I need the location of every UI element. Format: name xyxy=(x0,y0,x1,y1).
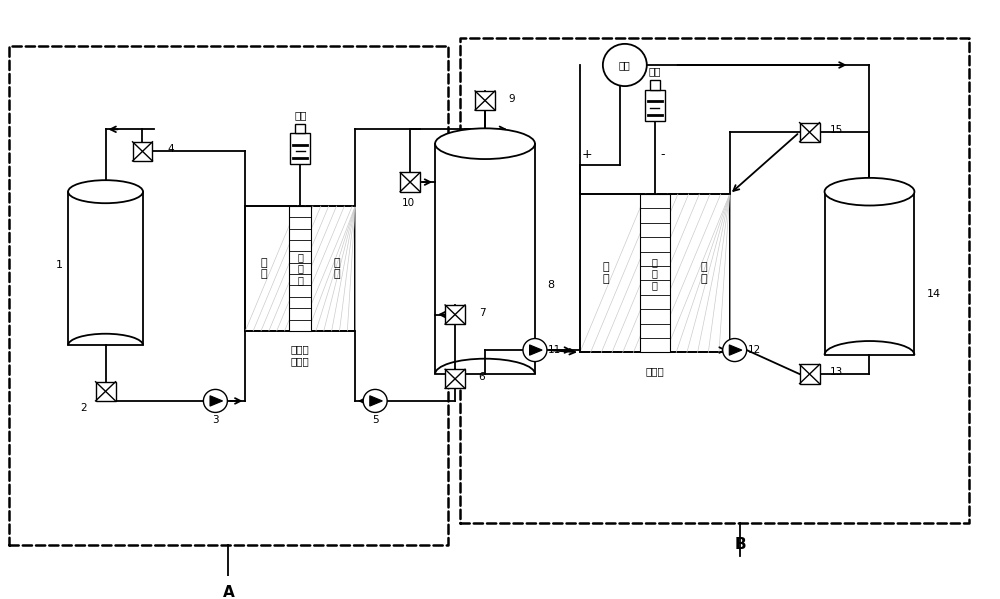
Text: 电源: 电源 xyxy=(649,66,661,77)
Bar xyxy=(645,90,665,120)
Text: B: B xyxy=(734,537,746,552)
Text: 4: 4 xyxy=(167,144,174,155)
Text: 15: 15 xyxy=(830,125,843,135)
Text: 离
子
膜: 离 子 膜 xyxy=(652,257,658,290)
Text: +: + xyxy=(582,147,592,161)
Bar xyxy=(133,142,152,161)
Text: 11: 11 xyxy=(548,345,562,355)
Ellipse shape xyxy=(825,178,914,205)
Bar xyxy=(290,133,310,164)
Text: 10: 10 xyxy=(402,198,415,208)
Bar xyxy=(9,46,448,545)
Polygon shape xyxy=(370,396,382,406)
Text: 3: 3 xyxy=(212,415,219,425)
Bar xyxy=(800,364,820,383)
Bar xyxy=(640,194,670,352)
Text: A: A xyxy=(223,585,234,599)
Bar xyxy=(68,192,143,345)
Polygon shape xyxy=(210,396,223,406)
Text: 负
极: 负 极 xyxy=(333,258,340,279)
Bar xyxy=(400,173,420,192)
Text: 1: 1 xyxy=(56,261,63,271)
Text: 6: 6 xyxy=(479,372,485,382)
Text: 正
极: 正 极 xyxy=(261,258,267,279)
Bar xyxy=(445,305,465,324)
Text: 12: 12 xyxy=(748,345,761,355)
Bar xyxy=(289,206,311,331)
Text: 2: 2 xyxy=(80,403,87,413)
Bar xyxy=(96,382,116,401)
Bar xyxy=(295,123,305,133)
Circle shape xyxy=(523,338,547,362)
Circle shape xyxy=(603,44,647,86)
Text: 7: 7 xyxy=(479,308,485,317)
Text: 负
极: 负 极 xyxy=(701,262,708,284)
Text: 负载: 负载 xyxy=(619,60,631,70)
Ellipse shape xyxy=(68,180,143,203)
Circle shape xyxy=(723,338,747,362)
Text: 5: 5 xyxy=(372,415,378,425)
Text: 离
子
膜: 离 子 膜 xyxy=(297,252,303,285)
Ellipse shape xyxy=(435,128,535,159)
Circle shape xyxy=(203,389,227,413)
Text: 8: 8 xyxy=(547,280,554,290)
Bar xyxy=(475,91,495,110)
Bar xyxy=(445,369,465,388)
Text: 电池堆: 电池堆 xyxy=(645,366,664,376)
Text: 再平衡
电池堆: 再平衡 电池堆 xyxy=(291,344,310,366)
Polygon shape xyxy=(729,345,742,355)
Text: 正
极: 正 极 xyxy=(602,262,609,284)
Bar xyxy=(435,144,535,374)
Circle shape xyxy=(363,389,387,413)
Bar xyxy=(825,192,914,355)
Bar xyxy=(460,38,969,523)
Text: 13: 13 xyxy=(830,367,843,377)
Text: 9: 9 xyxy=(509,93,515,104)
Bar xyxy=(580,194,730,352)
Bar xyxy=(800,123,820,142)
Bar xyxy=(650,80,660,90)
Text: -: - xyxy=(661,147,665,161)
Polygon shape xyxy=(530,345,542,355)
Bar xyxy=(245,206,355,331)
Text: 电源: 电源 xyxy=(294,110,307,120)
Text: 14: 14 xyxy=(926,289,941,300)
